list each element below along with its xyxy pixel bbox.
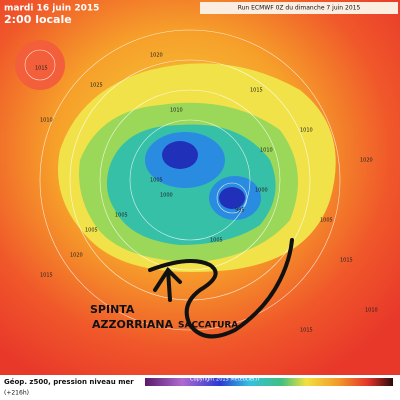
footer-title: Géop. z500, pression niveau mer (4, 378, 134, 386)
isobar-label: 1015 (250, 88, 263, 94)
low-west-core (162, 141, 198, 169)
isobar-label: 995 (235, 208, 245, 214)
isobar-label: 1020 (70, 253, 83, 259)
isobar-label: 1020 (360, 158, 373, 164)
copyright: Copyright 2015 Meteociel.fr (190, 377, 261, 383)
annotation-text: SPINTA (90, 303, 135, 316)
isobar-label: 1015 (340, 258, 353, 264)
isobar-labels: 1015 1025 1020 1010 1005 1000 1005 995 1000 1010 1… (35, 53, 378, 334)
isobar-label: 1010 (170, 108, 183, 114)
isobar-label: 1005 (210, 238, 223, 244)
isobar-label: 1015 (35, 66, 48, 72)
low-east-core (219, 187, 245, 209)
isobar-label: 1010 (260, 148, 273, 154)
isobar-label: 1015 (300, 328, 313, 334)
isobar-label: 1015 (40, 273, 53, 279)
annotation-text: AZZORRIANA (92, 318, 174, 331)
hand-drawn-annotations (148, 238, 294, 339)
high-atlantic (15, 40, 65, 90)
isobar-label: 1005 (115, 213, 128, 219)
isobar-label: 1010 (40, 118, 53, 124)
run: Run ECMWF 0Z du dimanche 7 juin 2015 (238, 5, 361, 12)
date: mardi 16 juin 2015 (4, 4, 99, 14)
isobar-label: 1000 (160, 193, 173, 199)
color-scale (145, 378, 393, 386)
time: 2:00 locale (4, 13, 72, 26)
isobar-label: 1010 (300, 128, 313, 134)
isobar-label: 1005 (150, 178, 163, 184)
isobars (24, 29, 341, 331)
annotation-text: SACCATURA (178, 321, 238, 331)
isobar-label: 1010 (365, 308, 378, 314)
isobar-label: 1005 (320, 218, 333, 224)
isobar-label: 1000 (255, 188, 268, 194)
lead-time: (+216h) (4, 390, 29, 397)
isobar-label: 1025 (90, 83, 103, 89)
isobar-label: 1020 (150, 53, 163, 59)
isobar-label: 1005 (85, 228, 98, 234)
run-box (200, 2, 398, 14)
